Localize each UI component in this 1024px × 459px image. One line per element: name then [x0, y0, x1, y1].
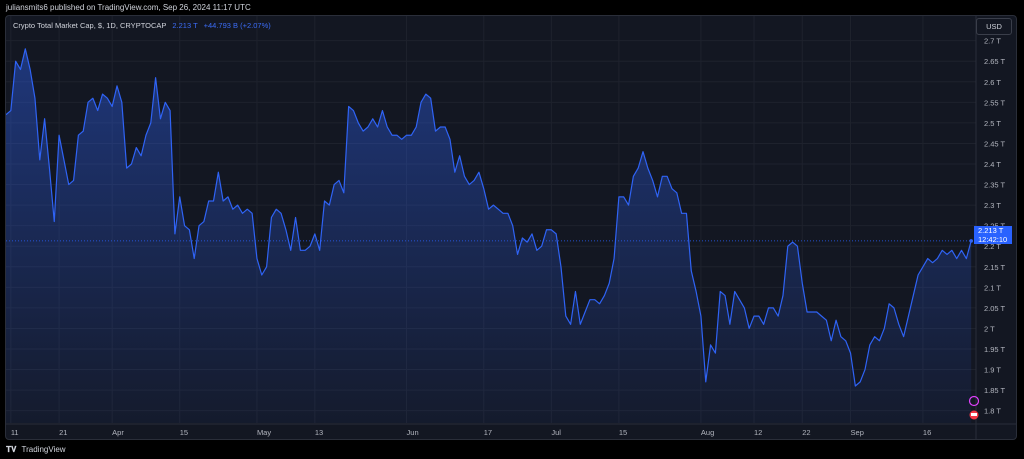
x-tick-label: Jun — [407, 428, 419, 437]
last-value: 2.213 T — [172, 21, 198, 30]
y-tick-label: 2.15 T — [984, 263, 1006, 272]
x-tick-label: Aug — [701, 428, 714, 437]
y-tick-label: 2.65 T — [984, 57, 1006, 66]
x-tick-label: Jul — [551, 428, 561, 437]
x-tick-label: May — [257, 428, 271, 437]
brand-name: TradingView — [21, 445, 66, 454]
last-price-label: 2.213 T 12:42:10 — [974, 226, 1012, 244]
area-series — [6, 48, 976, 423]
y-tick-label: 2.05 T — [984, 304, 1006, 313]
y-tick-label: 2.5 T — [984, 119, 1001, 128]
x-tick-label: 11 — [11, 428, 19, 437]
series-line — [6, 48, 972, 387]
change-value: +44.793 B (+2.07%) — [203, 21, 271, 30]
x-tick-label: 15 — [619, 428, 627, 437]
y-tick-label: 1.8 T — [984, 407, 1001, 416]
last-point — [969, 239, 973, 243]
y-tick-label: 2.2 T — [984, 242, 1001, 251]
y-tick-label: 2.45 T — [984, 139, 1006, 148]
area-fill — [6, 48, 972, 423]
y-tick-label: 2.55 T — [984, 98, 1006, 107]
publish-info: juliansmits6 published on TradingView.co… — [6, 3, 251, 12]
y-tick-label: 2.4 T — [984, 160, 1001, 169]
last-price-value: 2.213 T — [978, 226, 1004, 235]
chart-pane[interactable]: 1.8 T 1.85 T 1.9 T 1.95 T 2 T 2.05 T 2.1 T 2.15… — [5, 15, 1017, 440]
y-tick-label: 2 T — [984, 324, 995, 333]
x-tick-label: 12 — [754, 428, 762, 437]
y-tick-label: 1.85 T — [984, 386, 1006, 395]
indicator-icons[interactable] — [968, 395, 980, 420]
x-tick-label: Sep — [851, 428, 864, 437]
x-tick-label: 15 — [180, 428, 188, 437]
x-tick-label: 17 — [484, 428, 492, 437]
y-tick-label: 1.95 T — [984, 345, 1006, 354]
y-tick-label: 2.3 T — [984, 201, 1001, 210]
y-tick-label: 1.9 T — [984, 366, 1001, 375]
x-tick-label: Apr — [112, 428, 124, 437]
footer: 𝐓𝐕 TradingView — [6, 443, 66, 457]
bar-countdown: 12:42:10 — [978, 235, 1008, 244]
y-tick-label: 2.7 T — [984, 37, 1001, 46]
x-tick-label: 22 — [802, 428, 810, 437]
price-chart[interactable]: 1.8 T 1.85 T 1.9 T 1.95 T 2 T 2.05 T 2.1 T 2.15… — [6, 16, 1017, 440]
publish-header: juliansmits6 published on TradingView.co… — [0, 0, 1024, 15]
y-tick-label: 2.6 T — [984, 78, 1001, 87]
alert-icon[interactable] — [968, 395, 980, 407]
time-axis[interactable]: 11 21 Apr 15 May 13 Jun 17 Jul 15 Aug 12 22 Sep 16 — [11, 428, 931, 437]
x-tick-label: 21 — [59, 428, 67, 437]
series-legend[interactable]: Crypto Total Market Cap, $, 1D, CRYPTOCA… — [13, 21, 271, 31]
symbol-name: Crypto Total Market Cap, $, 1D, CRYPTOCA… — [13, 21, 167, 30]
x-tick-label: 16 — [923, 428, 931, 437]
tradingview-logo-icon: 𝐓𝐕 — [6, 445, 17, 454]
y-tick-label: 2.35 T — [984, 181, 1006, 190]
event-icon-inner — [971, 413, 977, 416]
currency-button[interactable]: USD — [976, 18, 1012, 35]
y-tick-label: 2.1 T — [984, 283, 1001, 292]
x-tick-label: 13 — [315, 428, 323, 437]
